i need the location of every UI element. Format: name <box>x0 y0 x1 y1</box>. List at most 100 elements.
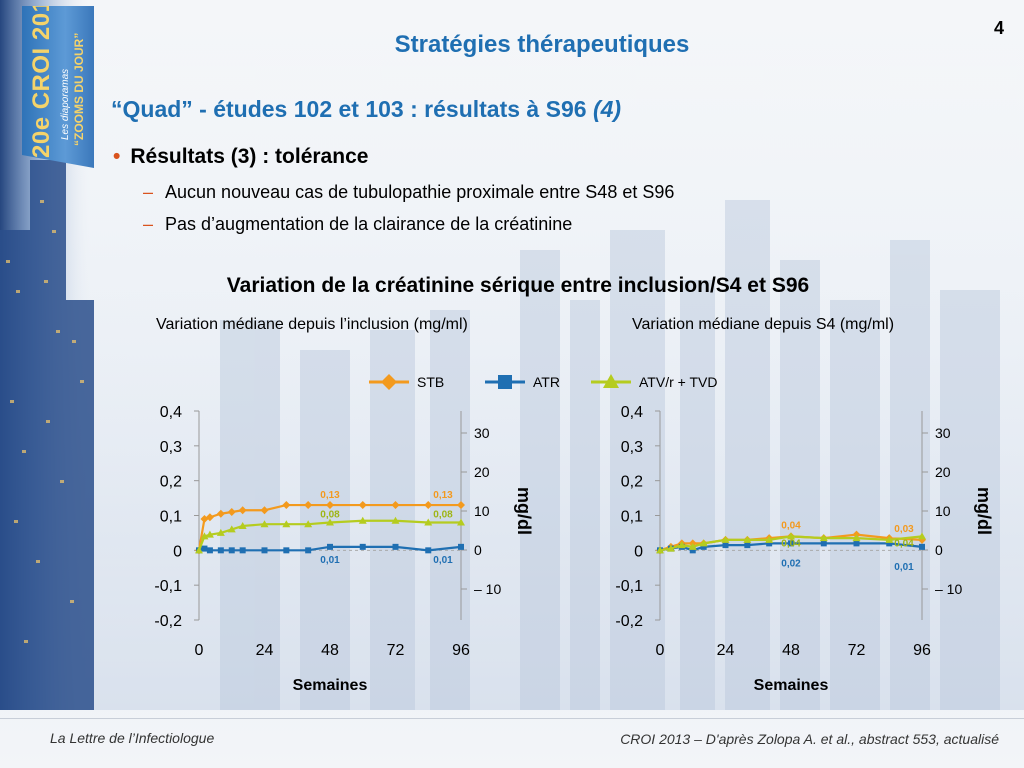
data-point-atvr <box>195 546 203 554</box>
slide-title: Stratégies thérapeutiques <box>394 31 690 58</box>
data-label: 0,13 <box>433 490 453 501</box>
x-tick-label: 48 <box>782 642 800 659</box>
data-point-atr <box>886 540 893 547</box>
x-tick-label: 24 <box>256 642 274 659</box>
data-point-atvr <box>787 532 795 540</box>
data-label: 0,01 <box>894 562 914 573</box>
data-point-atvr <box>391 516 400 524</box>
data-point-atvr <box>918 532 926 540</box>
data-label: 0,04 <box>781 538 801 549</box>
y-tick-label: -0,1 <box>615 578 643 595</box>
subbullet-1-text: Aucun nouveau cas de tubulopathie proxim… <box>165 182 675 202</box>
y2-tick-label: – 10 <box>935 581 962 597</box>
data-point-atr <box>689 547 696 554</box>
data-label: 0,01 <box>320 555 340 566</box>
subbullet-2: – Pas d’augmentation de la clairance de l… <box>143 214 572 235</box>
y2-tick-label: 0 <box>935 542 943 558</box>
data-point-atr <box>217 547 224 554</box>
right-chart-caption: Variation médiane depuis S4 (mg/ml) <box>632 316 895 333</box>
data-point-atvr <box>656 546 664 554</box>
data-point-stb <box>260 506 269 515</box>
bullet-results: • Résultats (3) : tolérance <box>113 145 368 169</box>
data-point-atvr <box>304 520 313 528</box>
data-point-atr <box>201 545 208 552</box>
subbullet-dash: – <box>143 214 154 234</box>
data-label: 0,08 <box>433 509 453 520</box>
croi-banner: 20e CROI 2013 Les diaporamas “ZOOMS DU J… <box>22 6 94 168</box>
subtitle-number: (4) <box>592 96 622 122</box>
x-tick-label: 96 <box>913 642 931 659</box>
y2-tick-label: 20 <box>935 464 951 480</box>
data-point-atr <box>820 540 827 547</box>
x-tick-label: 0 <box>656 642 665 659</box>
data-point-atvr <box>699 539 708 547</box>
slide-subtitle: “Quad” - études 102 et 103 : résultats à… <box>111 96 621 123</box>
data-label: 0,04 <box>781 520 801 531</box>
y-tick-label: 0,4 <box>621 404 643 421</box>
x-tick-label: 72 <box>387 642 405 659</box>
data-point-atvr <box>852 534 861 542</box>
data-point-atr <box>239 547 246 554</box>
data-point-atr <box>788 540 794 547</box>
data-point-atr <box>283 547 290 554</box>
left-chart-caption: Variation médiane depuis l’inclusion (mg… <box>156 316 468 333</box>
data-point-atr <box>359 543 366 550</box>
data-point-stb <box>326 501 334 510</box>
y2-unit-label: mg/dl <box>514 487 534 535</box>
data-point-atr <box>228 547 235 554</box>
footer-journal: La Lettre de l’Infectiologue <box>50 730 215 746</box>
data-point-atr <box>425 547 432 554</box>
x-tick-label: 48 <box>321 642 339 659</box>
data-point-atvr <box>238 521 247 529</box>
data-point-atr <box>392 543 399 550</box>
x-tick-label: 72 <box>848 642 866 659</box>
y-tick-label: -0,2 <box>615 613 643 630</box>
data-point-atvr <box>326 518 334 526</box>
data-point-atr <box>700 543 707 550</box>
data-point-stb <box>227 508 236 517</box>
data-point-atr <box>458 543 464 550</box>
data-point-atr <box>206 547 213 554</box>
data-point-atvr <box>424 518 433 526</box>
y2-tick-label: – 10 <box>474 581 501 597</box>
data-point-atvr <box>457 518 465 526</box>
data-point-atvr <box>666 544 675 552</box>
data-point-atvr <box>765 535 774 543</box>
y2-tick-label: 0 <box>474 542 482 558</box>
footer-divider <box>0 718 1024 719</box>
y-tick-label: 0,2 <box>160 474 182 491</box>
y-tick-label: -0,1 <box>154 578 182 595</box>
data-point-atr <box>305 547 312 554</box>
data-point-atvr <box>819 534 828 542</box>
data-point-stb <box>238 506 247 515</box>
y2-tick-label: 10 <box>474 503 490 519</box>
data-label: 0,01 <box>433 555 453 566</box>
data-label: 0,03 <box>894 524 914 535</box>
x-tick-label: 96 <box>452 642 470 659</box>
x-tick-label: 24 <box>717 642 735 659</box>
data-point-stb <box>391 501 400 510</box>
data-point-atr <box>722 542 729 549</box>
data-point-atvr <box>227 525 236 533</box>
data-point-atr <box>261 547 268 554</box>
subbullet-2-text: Pas d’augmentation de la clairance de la… <box>165 214 573 234</box>
y2-tick-label: 30 <box>935 425 951 441</box>
data-point-atvr <box>885 535 894 543</box>
y-tick-label: 0,3 <box>621 439 643 456</box>
data-point-atvr <box>688 542 697 550</box>
y-tick-label: 0,3 <box>160 439 182 456</box>
legend-atr-marker <box>485 375 525 389</box>
legend-atr-label: ATR <box>533 374 560 390</box>
data-point-stb <box>457 501 465 510</box>
data-point-atr <box>853 540 860 547</box>
x-axis-label: Semaines <box>293 677 368 694</box>
bullet-dot: • <box>113 145 121 168</box>
data-point-atr <box>766 540 773 547</box>
data-point-atr <box>744 542 751 549</box>
y-tick-label: 0 <box>173 543 182 560</box>
page-number: 4 <box>993 18 1004 38</box>
y-tick-label: 0,4 <box>160 404 182 421</box>
data-point-stb <box>216 509 225 518</box>
y-tick-label: -0,2 <box>154 613 182 630</box>
